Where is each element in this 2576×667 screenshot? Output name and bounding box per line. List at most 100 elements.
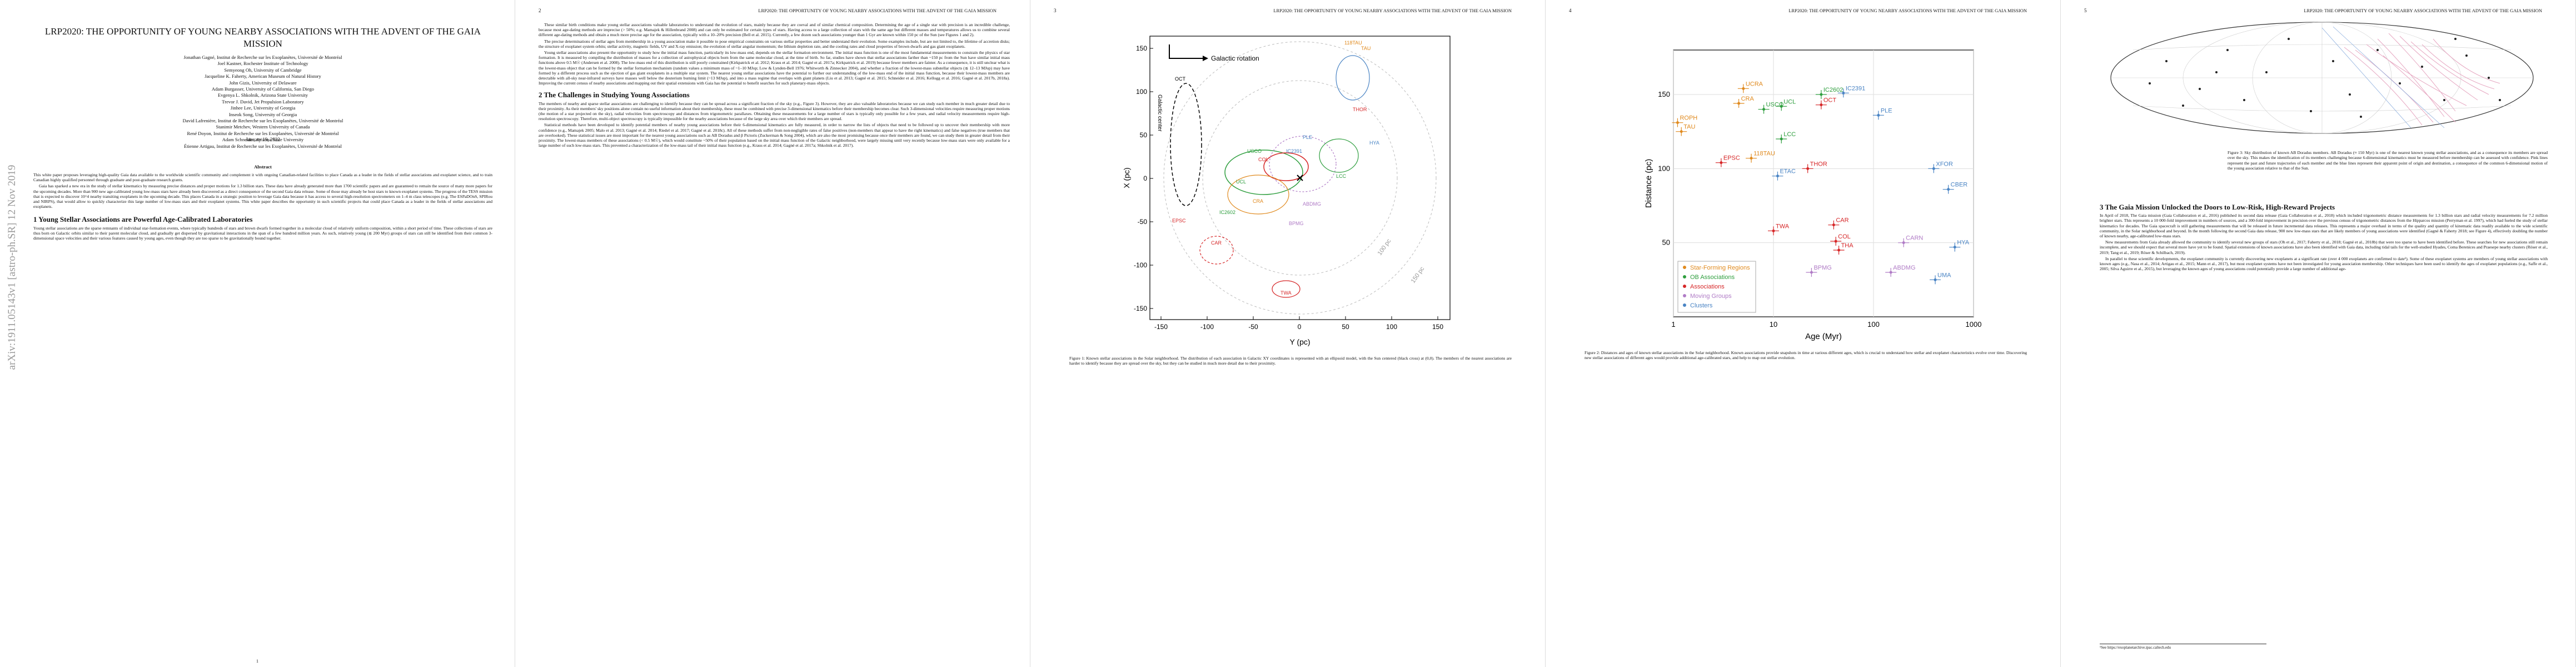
figure-3-caption: Figure 3: Sky distribution of known AB D… xyxy=(2228,150,2548,171)
paper-date: January 19, 2022 xyxy=(246,137,280,142)
group-label: 118TAU xyxy=(1344,40,1362,46)
galactic-center-label: Galactic center xyxy=(1157,94,1163,132)
data-point xyxy=(1934,278,1937,281)
figure-1-caption: Figure 1: Known stellar associations in … xyxy=(1069,356,1512,366)
running-head: 2 LRP2020: THE OPPORTUNITY OF YOUNG NEAR… xyxy=(539,8,996,13)
abstract-paragraph: Gaia has sparked a new era in the study … xyxy=(33,183,492,210)
group-label: COL xyxy=(1258,157,1269,162)
point-label: CRA xyxy=(1741,96,1755,102)
figure-1-map: 100 pc 150 pc Galactic rotation Galactic… xyxy=(1122,36,1451,346)
data-point xyxy=(1780,137,1783,141)
author-list: Jonathan Gagné, Institut de Recherche su… xyxy=(33,54,492,150)
x-tick-label: 50 xyxy=(1342,323,1349,331)
x-tick-label: 1000 xyxy=(1966,320,1982,328)
data-point xyxy=(1947,188,1950,191)
x-ticks: -150 -100 -50 0 50 100 150 xyxy=(1154,316,1443,331)
origin-destination-lines xyxy=(2321,26,2445,128)
data-point xyxy=(1776,175,1779,178)
paragraph: These similar birth conditions make youn… xyxy=(539,22,1010,38)
y-axis-label: Distance (pc) xyxy=(1644,159,1653,208)
legend: Star-Forming Regions OB Associations Assoc… xyxy=(1677,261,1756,313)
author-line: Jacqueline K. Faherty, American Museum o… xyxy=(205,73,321,79)
y-tick-label: 0 xyxy=(1143,175,1147,182)
group-label: IC2602 xyxy=(1219,210,1235,215)
page-number: 4 xyxy=(1569,8,1572,13)
page-number: 2 xyxy=(539,8,541,13)
abdmg-ellipse xyxy=(1269,136,1337,192)
data-point xyxy=(1902,241,1905,245)
legend-label: OB Associations xyxy=(1690,274,1735,281)
y-tick-label: -100 xyxy=(1134,261,1147,269)
legend-swatch xyxy=(1683,275,1686,278)
arrow-head-icon xyxy=(1203,56,1208,61)
legend-label: Clusters xyxy=(1690,302,1713,309)
group-label: UCL xyxy=(1236,179,1246,185)
member-points xyxy=(2149,38,2501,118)
point-label: CBER xyxy=(1951,182,1968,188)
group-label: LCC xyxy=(1336,173,1347,179)
paragraph: Young stellar associations also present … xyxy=(539,50,1010,86)
point-label: HYA xyxy=(1957,240,1969,246)
x-tick-label: -150 xyxy=(1154,323,1168,331)
group-label: BPMG xyxy=(1289,221,1304,226)
point-label: UMA xyxy=(1937,272,1951,278)
y-tick-label: 50 xyxy=(1662,238,1670,247)
point-label: IC2602 xyxy=(1823,87,1843,93)
data-point xyxy=(1832,223,1835,227)
data-point xyxy=(1680,130,1683,133)
data-point xyxy=(1780,104,1783,108)
data-point xyxy=(1737,102,1741,105)
point-label: UCRA xyxy=(1746,81,1763,87)
point-label: ETAC xyxy=(1780,168,1796,175)
footnote: ¹See https://exoplanetarchive.ipac.calte… xyxy=(2100,644,2266,650)
group-label: CRA xyxy=(1253,198,1263,204)
point-label: PLE xyxy=(1881,107,1892,114)
sky-grid xyxy=(2111,22,2533,134)
group-label: TWA xyxy=(1280,290,1292,296)
x-tick-label: -50 xyxy=(1248,323,1258,331)
point-label: TWA xyxy=(1776,223,1790,230)
page-5-body: 3 The Gaia Mission Unlocked the Doors to… xyxy=(2100,200,2548,272)
x-tick-label: -100 xyxy=(1200,323,1214,331)
page-2-body: These similar birth conditions make youn… xyxy=(539,22,1010,149)
y-tick-label: -150 xyxy=(1134,305,1147,312)
author-line: Jinhee Lee, University of Georgia xyxy=(230,105,296,111)
data-point xyxy=(1820,93,1823,96)
x-tick-label: 0 xyxy=(1298,323,1302,331)
legend-swatch xyxy=(1683,294,1686,297)
data-point xyxy=(1820,103,1823,107)
galactic-rotation-arrow xyxy=(1169,44,1203,59)
author-line: Adam Schneider, Arizona State University xyxy=(222,137,304,143)
col-ellipse xyxy=(1263,152,1309,181)
group-label: USCO xyxy=(1247,148,1262,154)
legend-swatch xyxy=(1683,266,1686,269)
abstract-body: This white paper proposes leveraging hig… xyxy=(33,172,492,242)
author-line: Inseok Song, University of Georgia xyxy=(228,111,297,117)
section-3-title: 3 The Gaia Mission Unlocked the Doors to… xyxy=(2100,203,2335,211)
legend-swatch xyxy=(1683,285,1686,288)
point-label: CARN xyxy=(1906,235,1923,242)
data-point xyxy=(1750,157,1753,160)
page-number: 3 xyxy=(1054,8,1057,13)
author-line: Semyeong Oh, University of Cambridge xyxy=(224,67,302,73)
point-label: UCL xyxy=(1783,98,1796,105)
page-3: 3 LRP2020: THE OPPORTUNITY OF YOUNG NEAR… xyxy=(1030,0,1546,667)
member-trajectories xyxy=(2344,33,2500,126)
cra-ellipse xyxy=(1227,175,1289,215)
group-label: PLE xyxy=(1303,135,1312,140)
page-4: 4 LRP2020: THE OPPORTUNITY OF YOUNG NEAR… xyxy=(1546,0,2061,667)
group-label: OCT xyxy=(1175,76,1186,82)
author-line: Étienne Artigau, Institut de Recherche s… xyxy=(184,143,342,149)
author-line: René Doyon, Institut de Recherche sur le… xyxy=(187,130,339,136)
y-tick-label: 150 xyxy=(1136,44,1147,52)
page-5: 5 LRP2020: THE OPPORTUNITY OF YOUNG NEAR… xyxy=(2061,0,2576,667)
twa-ellipse xyxy=(1272,280,1301,298)
ring-100pc xyxy=(1202,80,1398,276)
page-number: 1 xyxy=(256,659,258,664)
point-label: 118TAU xyxy=(1753,151,1775,157)
point-label: BPMG xyxy=(1813,265,1831,271)
point-label: XFOR xyxy=(1936,161,1953,167)
